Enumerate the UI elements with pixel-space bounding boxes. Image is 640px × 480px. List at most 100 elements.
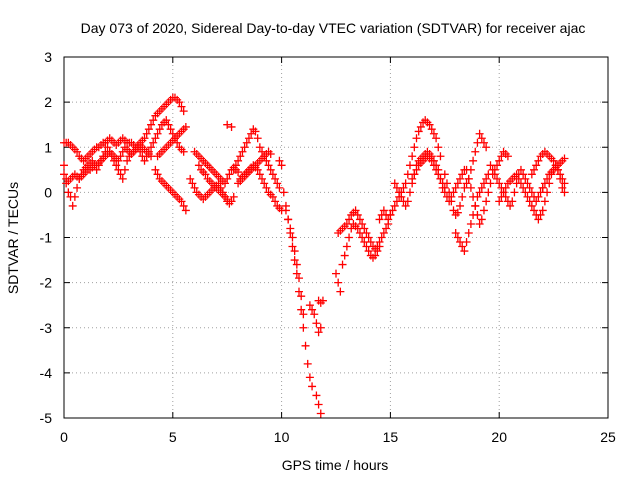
data-point [310, 310, 319, 319]
data-point [499, 188, 508, 197]
y-tick-label: -2 [40, 275, 53, 291]
data-point [231, 161, 240, 170]
data-point [179, 107, 188, 116]
data-point [338, 260, 347, 269]
data-point [123, 156, 132, 165]
data-point [177, 197, 186, 206]
data-points [60, 93, 569, 418]
data-point [530, 165, 539, 174]
data-point [493, 174, 502, 183]
data-point [258, 174, 267, 183]
data-point [512, 170, 521, 179]
data-point [225, 170, 234, 179]
series-track-28 [486, 161, 547, 210]
data-point [484, 188, 493, 197]
data-point [120, 165, 129, 174]
series-track-14 [279, 188, 317, 391]
data-point [301, 341, 310, 350]
data-point [62, 179, 71, 188]
data-point [279, 188, 288, 197]
x-tick-label: 15 [383, 429, 399, 445]
x-tick-label: 0 [60, 429, 68, 445]
data-point [451, 228, 460, 237]
data-point [471, 147, 480, 156]
data-point [299, 323, 308, 332]
data-point [312, 319, 321, 328]
data-point [466, 183, 475, 192]
data-point [410, 170, 419, 179]
data-point [147, 120, 156, 129]
data-point [342, 242, 351, 251]
data-point [142, 152, 151, 161]
series-track-9 [223, 120, 236, 131]
data-point [482, 197, 491, 206]
data-point [151, 165, 160, 174]
x-tick-labels: 0 5 10 15 20 25 [60, 429, 616, 445]
series-track-6 [186, 174, 238, 208]
data-point [525, 197, 534, 206]
series-track-4 [151, 165, 190, 215]
data-point [290, 256, 299, 265]
data-point [144, 147, 153, 156]
data-point [530, 206, 539, 215]
data-point [236, 152, 245, 161]
data-point [60, 170, 68, 179]
data-point [405, 188, 414, 197]
x-tick-label: 10 [274, 429, 290, 445]
data-point [149, 138, 158, 147]
data-point [501, 183, 510, 192]
data-point [264, 161, 273, 170]
x-tick-label: 5 [169, 429, 177, 445]
data-point [429, 129, 438, 138]
data-point [534, 156, 543, 165]
y-tick-label: -4 [40, 365, 53, 381]
data-point [342, 219, 351, 228]
data-point [255, 143, 264, 152]
data-point [181, 122, 190, 131]
data-point [456, 174, 465, 183]
data-point [281, 206, 290, 215]
data-point [464, 174, 473, 183]
data-point [436, 174, 445, 183]
data-point [238, 147, 247, 156]
data-point [336, 287, 345, 296]
data-point [345, 215, 354, 224]
data-point [140, 134, 149, 143]
data-point [149, 116, 158, 125]
data-point [427, 156, 436, 165]
data-point [164, 120, 173, 129]
data-point [473, 210, 482, 219]
data-point [116, 170, 125, 179]
data-point [475, 188, 484, 197]
data-point [75, 174, 84, 183]
gridlines [64, 57, 608, 418]
data-point [273, 179, 282, 188]
data-point [392, 183, 401, 192]
data-point [229, 192, 238, 201]
data-point [464, 228, 473, 237]
data-point [297, 305, 306, 314]
data-point [403, 197, 412, 206]
data-point [432, 134, 441, 143]
data-point [303, 359, 312, 368]
x-tick-label: 25 [600, 429, 616, 445]
data-point [508, 197, 517, 206]
data-point [118, 174, 127, 183]
data-point [314, 400, 323, 409]
data-point [556, 174, 565, 183]
data-point [536, 210, 545, 219]
series-track-12 [236, 147, 275, 186]
series-track-1 [60, 93, 188, 165]
data-point [469, 156, 478, 165]
series-track-5 [153, 122, 190, 161]
data-point [503, 152, 512, 161]
data-point [495, 197, 504, 206]
data-point [288, 233, 297, 242]
data-point [414, 127, 423, 136]
y-tick-label: -3 [40, 320, 53, 336]
data-point [312, 391, 321, 400]
data-point [477, 215, 486, 224]
data-point [560, 154, 569, 163]
data-point [445, 188, 454, 197]
data-point [142, 129, 151, 138]
